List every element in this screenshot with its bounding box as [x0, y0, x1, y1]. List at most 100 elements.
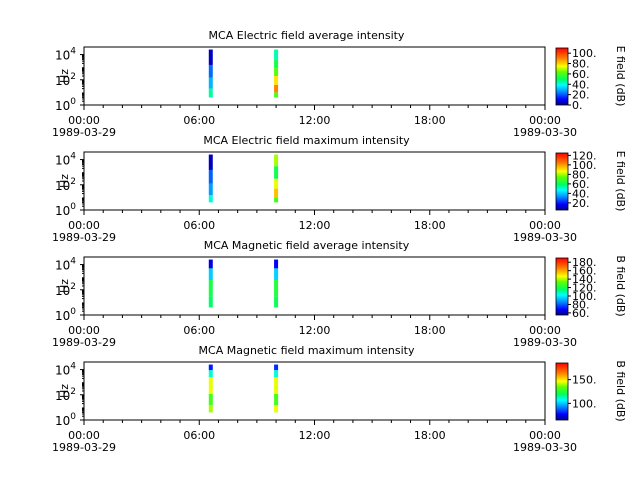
x-tick-time: 06:00 [183, 429, 215, 442]
y-axis-label: Hz [58, 279, 71, 293]
x-tick-date: 1989-03-30 [513, 336, 577, 349]
x-tick-time: 00:00 [68, 429, 100, 442]
colorbar-tick-label: 100. [572, 159, 597, 172]
y-tick-label: 104 [55, 362, 76, 378]
strip-segment [274, 49, 279, 60]
y-tick-exponent: 2 [70, 387, 76, 397]
colorbar-tick-label: 140. [572, 273, 597, 286]
y-tick-exponent: 2 [70, 72, 76, 82]
x-tick-date: 1989-03-30 [513, 441, 577, 454]
x-tick-date: 1989-03-29 [52, 231, 116, 244]
panel-title: MCA Electric field average intensity [209, 29, 405, 42]
colorbar-tick-label: 160. [572, 265, 597, 278]
panel-4: MCA Magnetic field maximum intensity1001… [52, 344, 627, 454]
colorbar-tick-label: 150. [572, 374, 597, 387]
y-tick-base: 10 [55, 74, 70, 88]
y-axis-label: Hz [58, 69, 71, 83]
strip-2 [274, 364, 279, 413]
x-tick-time: 00:00 [529, 324, 561, 337]
x-tick-time: 18:00 [414, 219, 446, 232]
y-tick-exponent: 0 [70, 97, 76, 107]
panel-2: MCA Electric field maximum intensity 100 1… [52, 134, 627, 244]
x-tick-time: 00:00 [68, 219, 100, 232]
y-tick-label: 104 [55, 47, 76, 63]
y-tick-label: 102 [55, 387, 76, 403]
y-tick-base: 10 [55, 389, 70, 403]
x-tick-time: 12:00 [299, 114, 331, 127]
strip-segment [208, 259, 213, 269]
colorbar-label: E field (dB) [614, 46, 627, 107]
x-tick-date: 1989-03-29 [52, 336, 116, 349]
y-tick-base: 10 [55, 309, 70, 323]
y-tick-base: 10 [55, 99, 70, 113]
strip-segment [274, 197, 279, 203]
panel-title: MCA Electric field maximum intensity [203, 134, 410, 147]
colorbar-frame [555, 47, 569, 106]
colorbar-label: B field (dB) [614, 255, 627, 316]
strip-segment [274, 259, 279, 269]
colorbar-tick-label: 40. [572, 187, 590, 200]
strip-segment [274, 268, 279, 280]
y-tick-label: 102 [55, 177, 76, 193]
y-tick-base: 10 [55, 259, 70, 273]
colorbar-tick-label: 120. [572, 282, 597, 295]
strip-segment [274, 370, 279, 378]
strip-segment [208, 64, 213, 78]
panel-title: MCA Magnetic field maximum intensity [199, 344, 415, 357]
x-tick-time: 06:00 [183, 324, 215, 337]
colorbar-tick-label: 100. [572, 397, 597, 410]
strip-segment [208, 364, 213, 371]
colorbar [556, 48, 568, 105]
y-tick-label: 104 [55, 257, 76, 273]
strip-2 [274, 259, 279, 308]
colorbar-tick-label: 120. [572, 149, 597, 162]
y-tick-exponent: 0 [70, 202, 76, 212]
x-tick-time: 00:00 [68, 114, 100, 127]
y-axis-label: Hz [58, 174, 71, 188]
colorbar [556, 363, 568, 420]
y-tick-label: 100 [55, 307, 76, 323]
strip-segment [208, 49, 213, 65]
y-tick-exponent: 0 [70, 412, 76, 422]
colorbar-tick-label: 0. [572, 99, 583, 112]
strip-segment [208, 77, 213, 89]
strip-segment [208, 195, 213, 203]
colorbar-tick-label: 100. [572, 47, 597, 60]
strip-segment [208, 393, 213, 406]
strip-segment [274, 67, 279, 76]
colorbar [556, 153, 568, 210]
strip-segment [274, 154, 279, 167]
y-tick-base: 10 [55, 284, 70, 298]
panel-title: MCA Magnetic field average intensity [204, 239, 410, 252]
colorbar-tick-label: 40. [572, 78, 590, 91]
strip-segment [208, 169, 213, 184]
colorbar-tick-label: 60. [572, 68, 590, 81]
y-tick-base: 10 [55, 414, 70, 428]
x-tick-time: 18:00 [414, 429, 446, 442]
x-tick-time: 18:00 [414, 114, 446, 127]
strip-segment [274, 166, 279, 179]
y-tick-base: 10 [55, 49, 70, 63]
strip-segment [274, 92, 279, 98]
x-tick-time: 18:00 [414, 324, 446, 337]
x-tick-date: 1989-03-30 [513, 231, 577, 244]
colorbar-tick-label: 80. [572, 58, 590, 71]
x-tick-date: 1989-03-29 [52, 126, 116, 139]
plot-frame [83, 361, 546, 421]
strip-segment [274, 84, 279, 93]
plot-frame [83, 46, 546, 106]
strip-1 [208, 49, 213, 98]
strip-segment [208, 370, 213, 378]
x-tick-time: 00:00 [529, 219, 561, 232]
strip-segment [274, 405, 279, 413]
strip-segment [208, 377, 213, 394]
x-tick-time: 00:00 [68, 324, 100, 337]
panel-1: MCA Electric field average intensity1001… [52, 29, 627, 139]
colorbar-frame [555, 152, 569, 211]
y-tick-base: 10 [55, 179, 70, 193]
colorbar-frame [555, 362, 569, 421]
colorbar-label: B field (dB) [614, 360, 627, 421]
strip-segment [208, 88, 213, 98]
y-tick-exponent: 0 [70, 307, 76, 317]
